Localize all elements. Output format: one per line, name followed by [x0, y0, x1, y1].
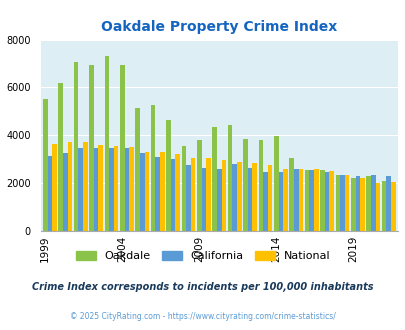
Bar	[175, 154, 179, 231]
Bar	[190, 158, 195, 231]
Bar	[289, 158, 293, 231]
Text: Crime Index corresponds to incidents per 100,000 inhabitants: Crime Index corresponds to incidents per…	[32, 282, 373, 292]
Bar	[278, 172, 282, 231]
Bar	[304, 170, 309, 231]
Bar	[298, 169, 303, 231]
Bar	[47, 156, 52, 231]
Text: © 2025 CityRating.com - https://www.cityrating.com/crime-statistics/: © 2025 CityRating.com - https://www.city…	[70, 312, 335, 321]
Bar	[243, 139, 247, 231]
Bar	[355, 176, 359, 231]
Bar	[258, 140, 262, 231]
Bar	[63, 153, 67, 231]
Bar	[252, 163, 256, 231]
Bar	[135, 108, 140, 231]
Bar	[166, 120, 171, 231]
Bar	[196, 140, 201, 231]
Bar	[390, 182, 394, 231]
Bar	[386, 176, 390, 231]
Bar	[129, 147, 133, 231]
Bar	[83, 143, 87, 231]
Bar	[370, 175, 375, 231]
Bar	[119, 65, 124, 231]
Bar	[359, 178, 364, 231]
Bar	[221, 160, 226, 231]
Bar	[124, 148, 129, 231]
Bar	[237, 162, 241, 231]
Bar	[201, 168, 206, 231]
Bar	[171, 159, 175, 231]
Legend: Oakdale, California, National: Oakdale, California, National	[71, 247, 334, 266]
Bar	[328, 171, 333, 231]
Bar	[98, 145, 103, 231]
Bar	[381, 181, 386, 231]
Bar	[324, 172, 328, 231]
Bar	[227, 124, 232, 231]
Bar	[140, 153, 144, 231]
Bar	[94, 148, 98, 231]
Bar	[155, 157, 160, 231]
Bar	[350, 178, 355, 231]
Bar	[267, 165, 272, 231]
Bar	[309, 170, 313, 231]
Bar	[185, 165, 190, 231]
Bar	[247, 168, 252, 231]
Bar	[113, 146, 118, 231]
Bar	[339, 175, 344, 231]
Bar	[104, 56, 109, 231]
Bar	[216, 169, 221, 231]
Bar	[313, 169, 318, 231]
Bar	[58, 83, 63, 231]
Bar	[67, 143, 72, 231]
Bar	[335, 175, 339, 231]
Bar	[212, 127, 216, 231]
Bar	[319, 170, 324, 231]
Bar	[43, 99, 47, 231]
Bar	[262, 172, 267, 231]
Bar	[365, 176, 370, 231]
Bar	[52, 144, 57, 231]
Bar	[78, 148, 83, 231]
Bar	[109, 148, 113, 231]
Bar	[74, 62, 78, 231]
Bar	[375, 183, 379, 231]
Bar	[150, 105, 155, 231]
Bar	[89, 65, 94, 231]
Bar	[160, 152, 164, 231]
Bar	[282, 169, 287, 231]
Bar	[273, 137, 278, 231]
Title: Oakdale Property Crime Index: Oakdale Property Crime Index	[101, 20, 337, 34]
Bar	[344, 175, 349, 231]
Bar	[144, 152, 149, 231]
Bar	[181, 146, 185, 231]
Bar	[293, 169, 298, 231]
Bar	[232, 164, 237, 231]
Bar	[206, 158, 210, 231]
